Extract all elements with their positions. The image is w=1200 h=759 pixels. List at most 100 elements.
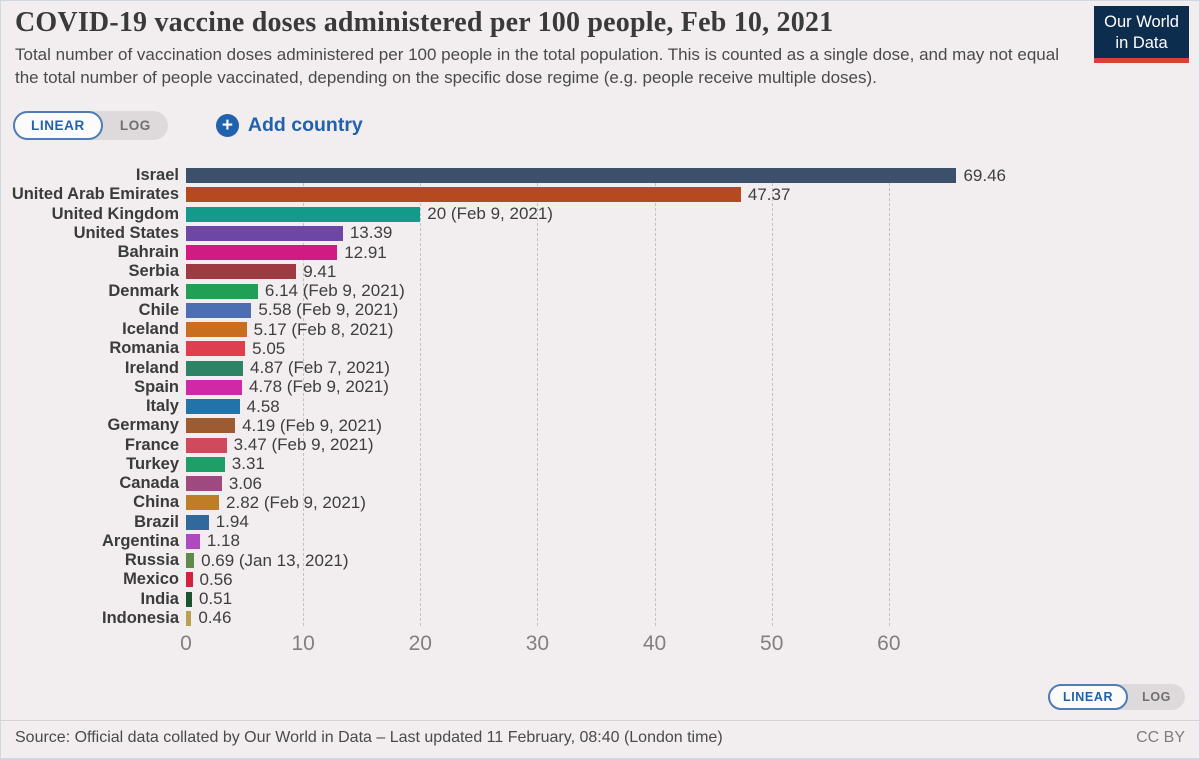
country-label: Russia <box>124 551 179 570</box>
bar[interactable] <box>186 476 222 492</box>
bar-area: 4.78 (Feb 9, 2021) <box>186 377 1006 397</box>
bar[interactable] <box>186 533 200 549</box>
country-label: Iceland <box>122 320 179 339</box>
country-label: United Arab Emirates <box>11 185 179 204</box>
page-title: COVID-19 vaccine doses administered per … <box>15 7 834 38</box>
bar-area: 3.06 <box>186 474 1006 494</box>
chart-row: United Kingdom 20 (Feb 9, 2021) <box>1 204 1199 223</box>
bar-area: 0.46 <box>186 608 1006 628</box>
country-label: Brazil <box>134 512 179 531</box>
bar-area: 69.46 <box>186 166 1006 186</box>
country-label: Mexico <box>123 570 179 589</box>
bar-area: 1.94 <box>186 512 1006 532</box>
x-axis-tick: 60 <box>877 631 901 655</box>
bar-value-label: 5.17 (Feb 8, 2021) <box>253 319 394 339</box>
bar-area: 4.19 (Feb 9, 2021) <box>186 416 1006 436</box>
bar-value-label: 4.78 (Feb 9, 2021) <box>248 377 389 397</box>
plus-icon: + <box>215 114 239 138</box>
bar-area: 3.31 <box>186 454 1006 474</box>
bar-value-label: 9.41 <box>303 261 337 281</box>
chart-row: Brazil 1.94 <box>1 512 1199 531</box>
chart-rows: Israel 69.46 United Arab Emirates 47.37 Unit… <box>1 166 1199 628</box>
bar[interactable] <box>186 360 244 376</box>
bar[interactable] <box>186 514 209 530</box>
country-label: France <box>124 435 179 454</box>
chart-row: India 0.51 <box>1 589 1199 608</box>
bar[interactable] <box>186 610 192 626</box>
add-country-label: Add country <box>247 114 363 137</box>
scale-toggle-top: LINEAR LOG <box>13 111 168 141</box>
bar[interactable] <box>186 495 220 511</box>
x-axis-tick: 0 <box>180 631 192 655</box>
x-axis-tick: 10 <box>291 631 315 655</box>
bar-value-label: 2.82 (Feb 9, 2021) <box>226 492 366 512</box>
bar-value-label: 47.37 <box>747 184 791 204</box>
chart-row: Denmark 6.14 (Feb 9, 2021) <box>1 281 1199 300</box>
bar[interactable] <box>186 245 338 261</box>
add-country-button[interactable]: + Add country <box>210 113 369 138</box>
chart-header: COVID-19 vaccine doses administered per … <box>1 1 1199 90</box>
bar-area: 4.87 (Feb 7, 2021) <box>186 358 1006 378</box>
chart-row: Turkey 3.31 <box>1 454 1199 474</box>
x-axis-tick: 20 <box>408 631 432 655</box>
bar-value-label: 4.19 (Feb 9, 2021) <box>242 415 382 435</box>
log-button-top[interactable]: LOG <box>103 111 168 140</box>
log-button-bottom[interactable]: LOG <box>1128 684 1185 710</box>
linear-button-bottom[interactable]: LINEAR <box>1047 684 1129 710</box>
country-label: Argentina <box>101 531 179 550</box>
bar[interactable] <box>186 302 252 318</box>
country-label: Ireland <box>124 358 179 377</box>
bar[interactable] <box>186 456 225 472</box>
bar-value-label: 4.58 <box>246 396 280 416</box>
license-badge[interactable]: CC BY <box>1136 729 1185 746</box>
bar[interactable] <box>186 572 193 588</box>
bottom-controls: LINEAR LOG <box>1047 684 1185 710</box>
chart-row: Italy 4.58 <box>1 397 1199 416</box>
chart-row: Argentina 1.18 <box>1 531 1199 551</box>
bar[interactable] <box>186 283 258 299</box>
bar-area: 20 (Feb 9, 2021) <box>186 204 1006 224</box>
chart-subtitle: Total number of vaccination doses admini… <box>15 45 1059 88</box>
country-label: Romania <box>109 339 179 358</box>
bar-value-label: 1.18 <box>206 531 240 551</box>
bar-area: 5.17 (Feb 8, 2021) <box>186 320 1006 340</box>
bar-area: 4.58 <box>186 397 1006 417</box>
bar[interactable] <box>186 591 192 607</box>
chart-row: Ireland 4.87 (Feb 7, 2021) <box>1 358 1199 377</box>
linear-button-top[interactable]: LINEAR <box>13 111 103 141</box>
bar-area: 2.82 (Feb 9, 2021) <box>186 493 1006 513</box>
chart-row: Spain 4.78 (Feb 9, 2021) <box>1 377 1199 397</box>
bar[interactable] <box>186 168 957 184</box>
country-label: Bahrain <box>117 243 179 262</box>
country-label: Turkey <box>126 454 179 473</box>
bar[interactable] <box>186 322 247 338</box>
bar-value-label: 20 (Feb 9, 2021) <box>427 204 553 224</box>
country-label: Indonesia <box>101 608 179 627</box>
country-label: Spain <box>134 377 179 396</box>
country-label: United States <box>73 223 179 242</box>
country-label: Serbia <box>128 262 179 281</box>
bar[interactable] <box>186 187 741 203</box>
bar[interactable] <box>186 225 343 241</box>
country-label: Italy <box>145 397 179 416</box>
bar[interactable] <box>186 341 246 357</box>
bar-area: 0.51 <box>186 589 1006 609</box>
bar-value-label: 5.58 (Feb 9, 2021) <box>258 300 399 320</box>
bar[interactable] <box>186 437 227 453</box>
bar[interactable] <box>186 264 297 280</box>
bar-area: 13.39 <box>186 223 1006 243</box>
chart-row: Russia 0.69 (Jan 13, 2021) <box>1 551 1199 570</box>
bar-area: 5.58 (Feb 9, 2021) <box>186 300 1006 320</box>
bar[interactable] <box>186 399 240 415</box>
bar[interactable] <box>186 379 242 395</box>
bar-area: 9.41 <box>186 262 1006 282</box>
owid-logo[interactable]: Our World in Data <box>1094 6 1189 64</box>
chart-row: France 3.47 (Feb 9, 2021) <box>1 435 1199 454</box>
bar-area: 6.14 (Feb 9, 2021) <box>186 281 1006 301</box>
country-label: Canada <box>119 474 179 493</box>
bar[interactable] <box>186 553 195 569</box>
bar-value-label: 4.87 (Feb 7, 2021) <box>250 358 390 378</box>
bar[interactable] <box>186 418 236 434</box>
bar[interactable] <box>186 206 421 222</box>
source-note: Source: Official data collated by Our Wo… <box>15 729 723 746</box>
